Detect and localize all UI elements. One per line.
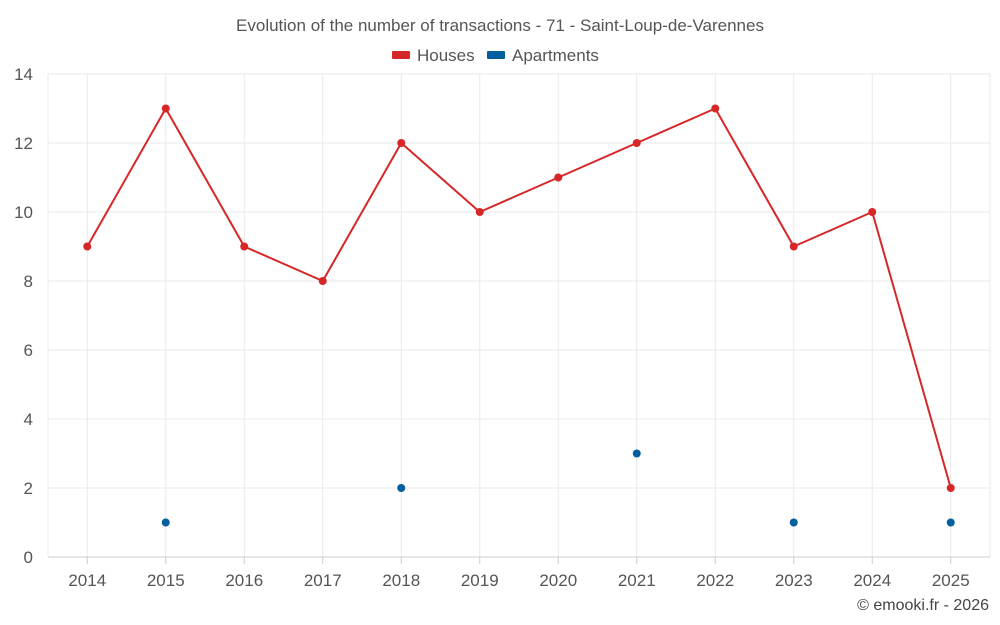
legend-item-houses[interactable]: Houses <box>392 46 475 65</box>
x-tick-label: 2017 <box>304 571 342 590</box>
x-tick-label: 2022 <box>696 571 734 590</box>
x-tick-label: 2023 <box>775 571 813 590</box>
legend-item-apartments[interactable]: Apartments <box>487 46 599 65</box>
y-tick-label: 6 <box>24 341 33 360</box>
x-tick-label: 2021 <box>618 571 656 590</box>
legend-label-apartments: Apartments <box>512 46 599 65</box>
grid <box>47 73 991 558</box>
data-point-houses[interactable] <box>946 484 955 492</box>
x-tick-label: 2018 <box>382 571 420 590</box>
x-tick-label: 2019 <box>461 571 499 590</box>
data-point-apartments[interactable] <box>946 518 955 527</box>
y-tick-label: 12 <box>14 134 33 153</box>
data-point-houses[interactable] <box>711 104 720 113</box>
series-houses <box>83 104 955 492</box>
y-tick-label: 0 <box>24 548 33 567</box>
data-point-apartments[interactable] <box>161 518 170 527</box>
legend-swatch-apartments <box>487 51 505 59</box>
y-tick-label: 4 <box>24 410 33 429</box>
data-point-houses[interactable] <box>318 277 327 285</box>
x-tick-label: 2016 <box>225 571 263 590</box>
legend: Houses Apartments <box>392 46 599 65</box>
y-tick-label: 2 <box>24 479 33 498</box>
y-tick-label: 14 <box>14 65 33 84</box>
data-point-houses[interactable] <box>868 208 877 216</box>
data-point-houses[interactable] <box>789 242 798 251</box>
legend-swatch-houses <box>392 51 410 59</box>
data-point-houses[interactable] <box>161 104 170 113</box>
data-point-apartments[interactable] <box>397 484 406 492</box>
series <box>83 104 955 527</box>
data-point-apartments[interactable] <box>789 518 798 527</box>
series-apartments <box>161 449 955 527</box>
x-tick-label: 2025 <box>932 571 970 590</box>
y-tick-label: 10 <box>14 203 33 222</box>
x-tick-label: 2014 <box>68 571 106 590</box>
data-point-houses[interactable] <box>632 139 641 147</box>
data-point-houses[interactable] <box>240 242 249 251</box>
legend-label-houses: Houses <box>417 46 475 65</box>
data-point-houses[interactable] <box>397 139 406 147</box>
chart-title: Evolution of the number of transactions … <box>236 16 764 35</box>
data-point-houses[interactable] <box>475 208 484 216</box>
data-point-apartments[interactable] <box>632 449 641 458</box>
axes: 0 2 4 6 8 10 12 14 2014 2015 2016 2017 2018 2019 2020 2… <box>14 65 990 590</box>
x-tick-label: 2024 <box>853 571 891 590</box>
y-tick-label: 8 <box>24 272 33 291</box>
data-point-houses[interactable] <box>554 173 563 182</box>
series-line-houses <box>86 107 952 489</box>
credit-text: © emooki.fr - 2026 <box>857 597 989 614</box>
x-tick-label: 2015 <box>147 571 185 590</box>
x-tick-label: 2020 <box>539 571 577 590</box>
data-point-houses[interactable] <box>83 242 92 251</box>
